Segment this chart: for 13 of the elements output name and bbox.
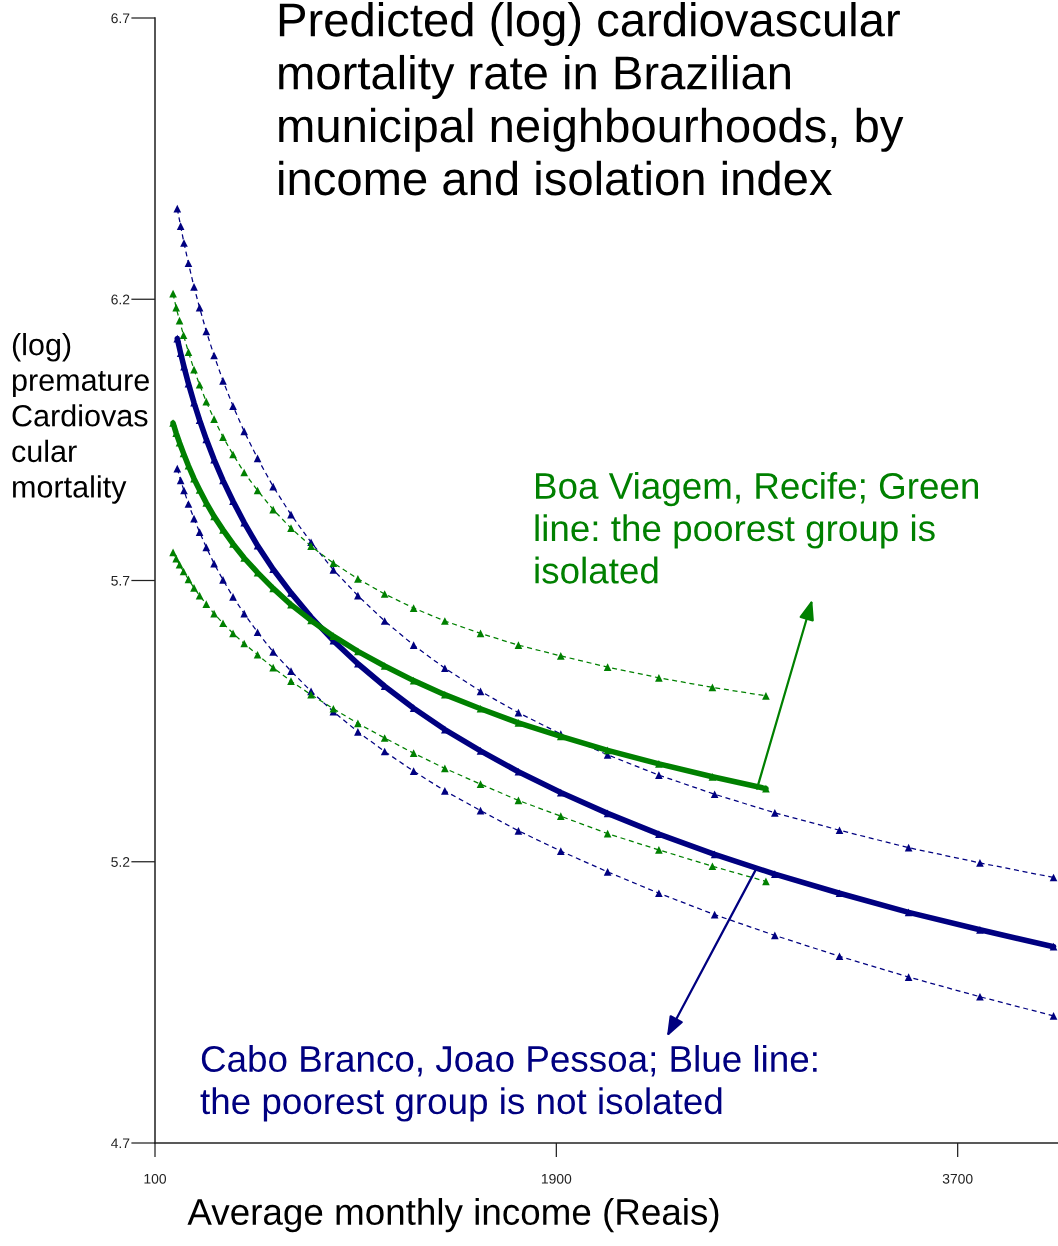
x-tick-label: 1900 xyxy=(541,1173,572,1184)
y-axis-title: (log) premature Cardiovas cular mortality xyxy=(12,333,149,504)
y-tick-label: 4.7 xyxy=(111,1138,130,1149)
y-tick-label: 5.7 xyxy=(111,575,130,586)
annotation: Boa Viagem, Recife; Green line: the poorest group is isolated xyxy=(535,472,978,584)
y-tick-label: 6.2 xyxy=(111,294,130,305)
text: Predicted (log) cardiovascular mortality rate in Brazilian municipal neighbourhoods, by income and isolation index xyxy=(279,2,904,196)
y-tick-label: 5.2 xyxy=(111,857,130,867)
annotation: Cabo Branco, Joao Pessoa; Blue line: the poorest group is not isolated xyxy=(200,1045,817,1122)
y-tick-label: 6.7 xyxy=(111,13,130,24)
x-tick-label: 3700 xyxy=(942,1173,973,1184)
x-tick-label: 100 xyxy=(144,1173,167,1184)
x-axis-title: Average monthly income (Reais) xyxy=(187,1198,719,1233)
